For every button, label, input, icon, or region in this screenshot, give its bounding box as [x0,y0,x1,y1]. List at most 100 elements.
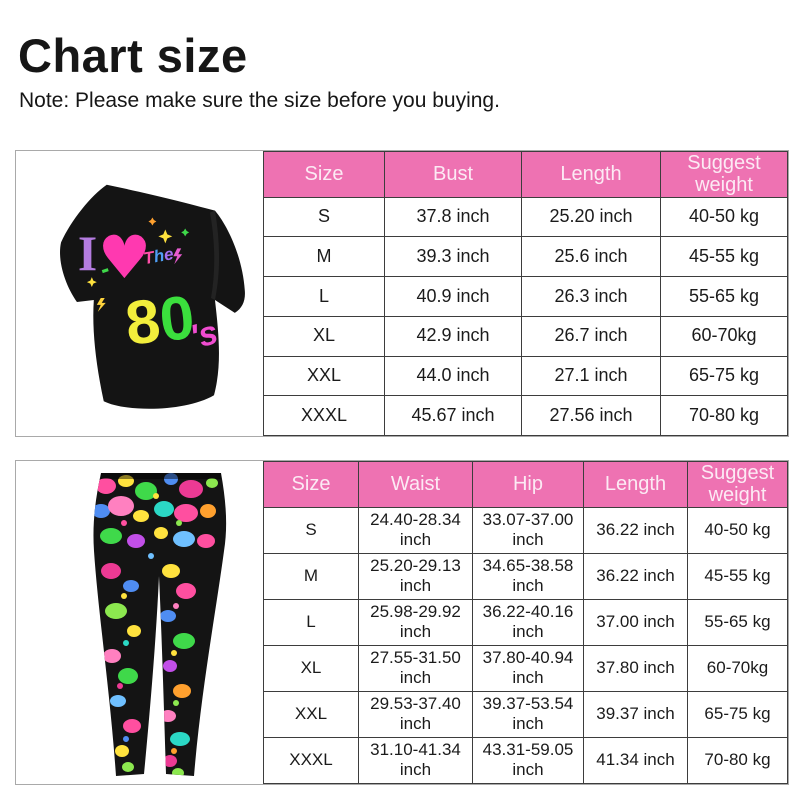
header-row: Size Bust Length Suggest weight [263,151,788,198]
value-cell: 37.80 inch [583,644,688,692]
print-eight: 8 [122,286,163,358]
print-the-h: h [152,246,165,267]
table-row: XL 42.9 inch 26.7 inch 60-70kg [263,315,788,357]
value-cell: 37.8 inch [384,196,522,238]
header-row: Size Waist Hip Length Suggest weight [263,461,788,508]
tshirt-graphic: I ♥ The 80 's [60,184,245,409]
tshirt-image: I ♥ The 80 's [16,151,263,436]
value-cell: 39.3 inch [384,236,522,278]
star-icon [86,277,97,288]
tshirt-fold [210,210,220,300]
leggings-size-section: Size Waist Hip Length Suggest weight S 24.40-2… [15,460,789,785]
table-row: XXL 44.0 inch 27.1 inch 65-75 kg [263,355,788,397]
tshirt-size-section: I ♥ The 80 's Size Bust Length Suggest weig… [15,150,789,437]
leggings-silhouette [93,473,227,776]
table-row: XXXL 31.10-41.34 inch 43.31-59.05 inch 41.3… [263,736,788,785]
size-cell: S [263,506,359,554]
value-cell: 31.10-41.34 inch [358,736,473,785]
value-cell: 45.67 inch [384,395,522,436]
value-cell: 34.65-38.58 inch [472,552,584,600]
value-cell: 37.00 inch [583,598,688,646]
value-cell: 60-70kg [687,644,788,692]
value-cell: 40-50 kg [687,506,788,554]
value-cell: 36.22 inch [583,552,688,600]
table-row: M 25.20-29.13 inch 34.65-38.58 inch 36.22 i… [263,552,788,600]
value-cell: 60-70kg [660,315,788,357]
size-cell: M [263,552,359,600]
value-cell: 45-55 kg [660,236,788,278]
paint-splatter-pattern [93,473,221,776]
heart-icon: ♥ [98,224,151,293]
size-cell: L [263,598,359,646]
table-row: M 39.3 inch 25.6 inch 45-55 kg [263,236,788,278]
lightning-icon [96,297,106,312]
value-cell: 36.22 inch [583,506,688,554]
value-cell: 25.20-29.13 inch [358,552,473,600]
star-icon [181,228,190,237]
value-cell: 25.6 inch [521,236,661,278]
value-cell: 29.53-37.40 inch [358,690,473,738]
table-row: XXL 29.53-37.40 inch 39.37-53.54 inch 39.37… [263,690,788,738]
value-cell: 24.40-28.34 inch [358,506,473,554]
column-header: Length [583,461,688,508]
value-cell: 25.20 inch [521,196,661,238]
value-cell: 27.56 inch [521,395,661,436]
value-cell: 70-80 kg [660,395,788,436]
print-word-the: The [142,244,175,268]
value-cell: 42.9 inch [384,315,522,357]
column-header: Suggest weight [687,461,788,508]
size-cell: XXXL [263,395,385,436]
value-cell: 36.22-40.16 inch [472,598,584,646]
value-cell: 65-75 kg [687,690,788,738]
column-header: Hip [472,461,584,508]
size-cell: XL [263,315,385,357]
star-icon [158,229,173,244]
paint-dash [101,268,109,274]
value-cell: 39.37-53.54 inch [472,690,584,738]
size-cell: XXL [263,690,359,738]
note-text: Note: Please make sure the size before y… [19,89,500,112]
value-cell: 45-55 kg [687,552,788,600]
size-cell: S [263,196,385,238]
column-header: Waist [358,461,473,508]
value-cell: 41.34 inch [583,736,688,785]
size-cell: XXXL [263,736,359,785]
print-zero: 0 [156,283,197,355]
lightning-icon [173,248,183,265]
value-cell: 44.0 inch [384,355,522,397]
print-the-e: e [162,244,175,264]
table-row: S 37.8 inch 25.20 inch 40-50 kg [263,196,788,238]
leggings-graphic [93,473,227,776]
table-row: XXXL 45.67 inch 27.56 inch 70-80 kg [263,395,788,436]
print-number-80: 80 [122,283,197,359]
tshirt-silhouette [60,184,245,409]
value-cell: 27.55-31.50 inch [358,644,473,692]
column-header: Length [521,151,661,198]
tshirt-size-table: Size Bust Length Suggest weight S 37.8 inch 25… [263,151,788,436]
value-cell: 55-65 kg [660,276,788,317]
size-cell: XL [263,644,359,692]
value-cell: 27.1 inch [521,355,661,397]
value-cell: 39.37 inch [583,690,688,738]
leggings-size-table: Size Waist Hip Length Suggest weight S 24.40-2… [263,461,788,785]
value-cell: 70-80 kg [687,736,788,785]
value-cell: 43.31-59.05 inch [472,736,584,785]
size-cell: L [263,276,385,317]
print-letter-i: I [78,226,97,281]
value-cell: 37.80-40.94 inch [472,644,584,692]
table-row: S 24.40-28.34 inch 33.07-37.00 inch 36.22 i… [263,506,788,554]
table-row: L 40.9 inch 26.3 inch 55-65 kg [263,276,788,317]
table-row: L 25.98-29.92 inch 36.22-40.16 inch 37.00 i… [263,598,788,646]
star-icon [148,217,157,226]
table-row: XL 27.55-31.50 inch 37.80-40.94 inch 37.80 … [263,644,788,692]
value-cell: 40-50 kg [660,196,788,238]
size-cell: M [263,236,385,278]
value-cell: 65-75 kg [660,355,788,397]
value-cell: 26.7 inch [521,315,661,357]
waistband [101,473,221,479]
column-header: Size [263,151,385,198]
leggings-image [16,461,263,784]
value-cell: 26.3 inch [521,276,661,317]
column-header: Bust [384,151,522,198]
